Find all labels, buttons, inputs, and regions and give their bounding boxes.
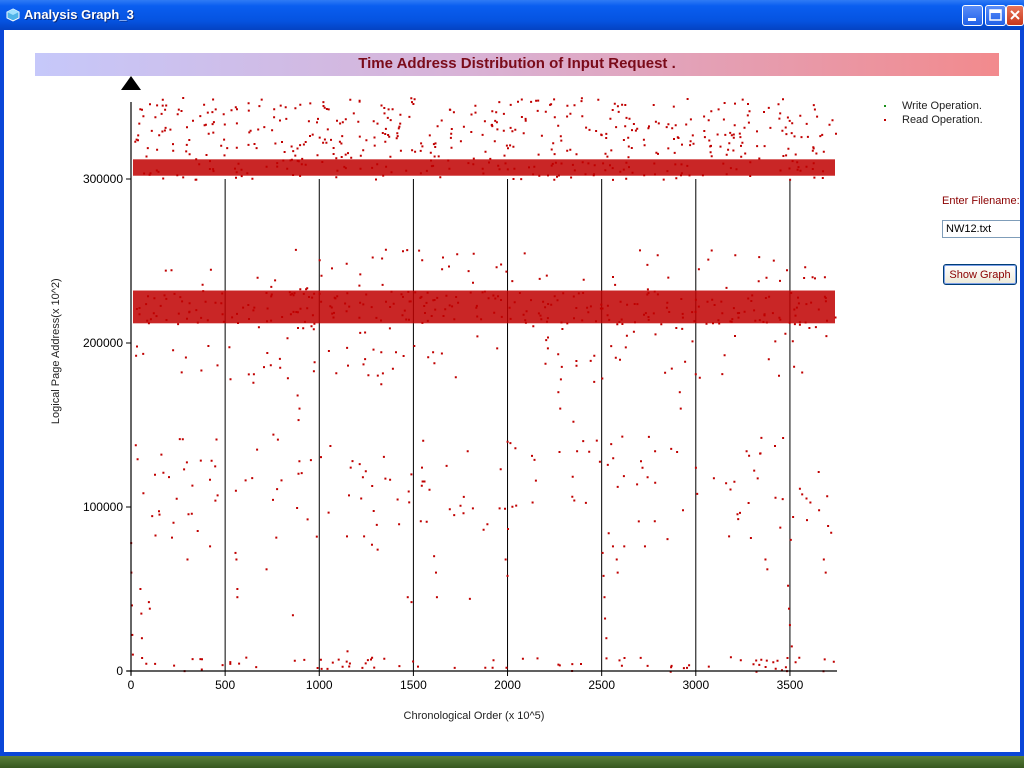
x-tick-label: 1500: [400, 678, 427, 692]
data-point: [604, 617, 607, 620]
x-axis-label: Chronological Order (x 10^5): [404, 710, 545, 722]
legend-label-write: Write Operation.: [902, 100, 982, 112]
data-point: [131, 633, 134, 636]
data-point: [147, 601, 150, 604]
client-area: Time Address Distribution of Input Reque…: [4, 30, 1020, 752]
data-point: [623, 545, 626, 548]
data-point: [370, 543, 373, 546]
data-point: [616, 571, 619, 574]
data-point: [433, 555, 436, 558]
data-point: [790, 645, 793, 648]
chart-title-banner: Time Address Distribution of Input Reque…: [35, 53, 999, 76]
data-point: [435, 596, 438, 599]
x-tick-label: 3500: [777, 678, 804, 692]
x-tick-label: 500: [215, 678, 235, 692]
data-point: [679, 407, 682, 410]
series-read-points: [130, 97, 838, 673]
show-graph-button[interactable]: Show Graph: [943, 264, 1017, 285]
data-point: [296, 394, 299, 397]
window-title: Analysis Graph_3: [24, 7, 134, 22]
data-point: [601, 551, 604, 554]
data-point: [504, 558, 507, 561]
close-icon: [1010, 10, 1020, 20]
dense-band: [133, 290, 835, 324]
x-tick-label: 3000: [682, 678, 709, 692]
legend-marker-write: [884, 105, 886, 107]
chart-title: Time Address Distribution of Input Reque…: [358, 55, 676, 72]
data-point: [434, 571, 437, 574]
scatter-chart: 0 500 1000 1500 2000 2500 3000 3500 0 100000 20000…: [50, 76, 838, 722]
maximize-icon: [989, 9, 1002, 21]
data-point: [186, 558, 189, 561]
filename-input[interactable]: [942, 220, 1020, 238]
y-tick-label: 0: [116, 664, 123, 678]
data-point: [131, 653, 134, 656]
data-point: [291, 614, 294, 617]
data-point: [602, 574, 605, 577]
data-point: [406, 596, 409, 599]
data-point: [643, 545, 646, 548]
minimize-icon: [968, 18, 976, 21]
data-point: [140, 612, 143, 615]
data-point: [265, 568, 268, 571]
data-point: [824, 571, 827, 574]
data-point: [506, 574, 509, 577]
data-point: [787, 607, 790, 610]
data-point: [678, 391, 681, 394]
data-point: [468, 597, 471, 600]
data-point: [557, 391, 560, 394]
title-bar[interactable]: Analysis Graph_3: [0, 0, 1024, 30]
data-point: [766, 568, 769, 571]
data-point: [787, 584, 790, 587]
data-point: [298, 407, 301, 410]
maximize-button[interactable]: [985, 5, 1006, 26]
dense-band: [133, 159, 835, 176]
data-point: [139, 588, 142, 590]
data-point: [611, 545, 614, 548]
y-axis-label: Logical Page Address(x 10^2): [50, 278, 62, 424]
y-axis-arrow-icon: [121, 76, 141, 90]
data-point: [236, 588, 239, 590]
x-tick-label: 0: [128, 678, 135, 692]
filename-label: Enter Filename:-: [942, 195, 1020, 207]
legend-marker-read: [884, 119, 886, 121]
data-point: [140, 637, 143, 640]
x-tick-label: 2500: [588, 678, 615, 692]
data-point: [605, 637, 608, 640]
point-band: [141, 656, 835, 673]
data-point: [236, 596, 239, 599]
y-tick-label: 300000: [83, 172, 123, 186]
data-point: [235, 558, 238, 561]
data-point: [603, 596, 606, 599]
data-point: [346, 650, 349, 653]
y-tick-label: 200000: [83, 336, 123, 350]
data-point: [297, 419, 300, 422]
point-band: [134, 97, 838, 181]
data-point: [615, 558, 618, 561]
data-point: [410, 601, 413, 604]
data-point: [376, 548, 379, 551]
data-point: [822, 558, 825, 561]
x-tick-label: 1000: [306, 678, 333, 692]
close-button[interactable]: [1006, 5, 1024, 26]
point-band: [134, 433, 833, 541]
x-tick-label: 2000: [494, 678, 521, 692]
desktop-background: [0, 756, 1024, 768]
app-icon: [6, 8, 20, 22]
data-point: [764, 558, 767, 561]
data-point: [788, 624, 791, 627]
minimize-button[interactable]: [962, 5, 983, 26]
data-point: [148, 607, 151, 610]
data-point: [130, 604, 133, 607]
data-point: [234, 551, 237, 554]
data-point: [572, 420, 575, 423]
y-tick-label: 100000: [83, 500, 123, 514]
data-point: [559, 407, 562, 410]
legend-label-read: Read Operation.: [902, 114, 983, 126]
data-point: [209, 545, 212, 548]
